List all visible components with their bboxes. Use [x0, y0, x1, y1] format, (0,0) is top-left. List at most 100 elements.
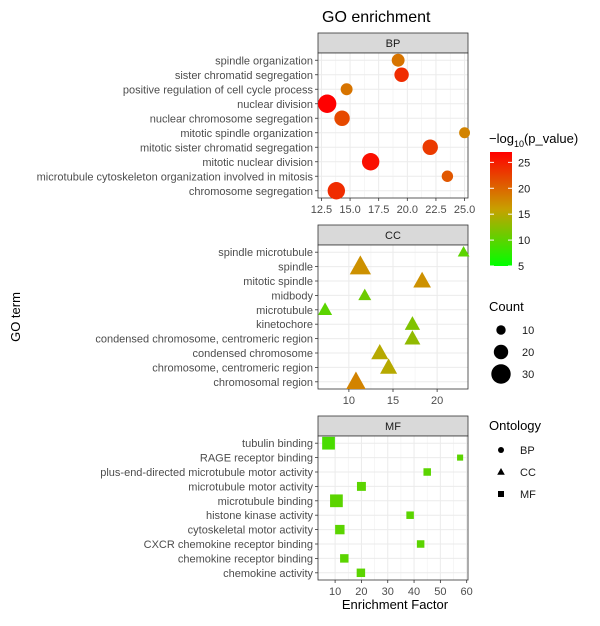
y-tick-label: chromosome, centromeric region: [152, 362, 313, 374]
data-point-square: [330, 494, 343, 508]
data-point-square: [340, 554, 349, 563]
data-point-circle: [441, 170, 454, 182]
size-legend-label: 20: [522, 347, 534, 359]
data-point-circle: [361, 153, 380, 171]
data-point-triangle: [349, 255, 371, 275]
color-legend-label: 10: [518, 235, 530, 247]
y-tick-label: mitotic spindle organization: [180, 128, 313, 140]
facet-strip-label: BP: [386, 38, 401, 50]
y-tick-label: mitotic sister chromatid segregation: [140, 142, 313, 154]
color-legend-bar: [490, 152, 512, 266]
x-tick-label: 40: [408, 586, 420, 598]
y-tick-label: condensed chromosome: [193, 348, 313, 360]
x-tick-label: 20: [431, 395, 443, 407]
y-tick-label: mitotic nuclear division: [202, 157, 313, 169]
y-tick-label: chromosome segregation: [189, 186, 313, 198]
data-point-square: [423, 468, 431, 476]
data-point-triangle: [371, 344, 389, 360]
x-tick-label: 30: [382, 586, 394, 598]
color-legend-label: 25: [518, 157, 530, 169]
shape-legend-title: Ontology: [489, 418, 542, 433]
y-tick-label: chromosomal region: [213, 377, 313, 389]
y-tick-label: nuclear division: [237, 99, 313, 111]
x-tick-label: 15.0: [339, 204, 360, 216]
data-point-square: [406, 511, 414, 519]
x-tick-label: 15: [387, 395, 399, 407]
color-legend-label: 5: [518, 261, 524, 273]
y-axis-title: GO term: [8, 292, 23, 342]
data-point-circle: [327, 182, 346, 200]
x-tick-label: 12.5: [311, 204, 332, 216]
y-tick-label: microtubule binding: [218, 496, 313, 508]
size-legend-title: Count: [489, 299, 524, 314]
y-tick-label: spindle organization: [215, 55, 313, 67]
size-legend-key: [491, 364, 511, 384]
data-point-triangle: [404, 330, 421, 345]
x-tick-label: 50: [434, 586, 446, 598]
facet-panels: BP chromosome segregation microtubule cyto…: [37, 32, 475, 598]
panel-cc: CC chromosomal region chromosome, centrome…: [95, 224, 470, 407]
y-tick-label: plus-end-directed microtubule motor acti…: [100, 467, 313, 479]
color-legend-label: 15: [518, 209, 530, 221]
shape-legend-label: MF: [520, 489, 536, 501]
x-axis-title: Enrichment Factor: [342, 597, 449, 612]
y-tick-label: tubulin binding: [242, 438, 313, 450]
y-tick-label: spindle microtubule: [218, 247, 313, 259]
data-point-circle: [391, 53, 405, 67]
data-point-square: [322, 436, 335, 450]
data-point-triangle: [404, 316, 421, 330]
y-tick-label: condensed chromosome, centromeric region: [95, 334, 313, 346]
x-tick-label: 22.5: [425, 204, 446, 216]
size-legend: Count 10 20 30: [489, 299, 534, 384]
x-tick-label: 17.5: [368, 204, 389, 216]
y-tick-label: spindle: [278, 262, 313, 274]
y-tick-label: sister chromatid segregation: [175, 70, 313, 82]
data-point-triangle: [380, 358, 398, 374]
y-tick-label: cytoskeletal motor activity: [188, 525, 314, 537]
data-point-square: [416, 540, 425, 548]
data-point-square: [356, 568, 366, 578]
data-point-circle: [422, 139, 438, 155]
x-tick-label: 20.0: [397, 204, 418, 216]
y-tick-label: kinetochore: [256, 319, 313, 331]
size-legend-key: [493, 344, 509, 360]
shape-legend-square-key: [498, 491, 504, 497]
size-legend-label: 30: [522, 369, 534, 381]
y-tick-label: chemokine activity: [223, 568, 313, 580]
shape-legend-circle-key: [498, 447, 504, 453]
y-tick-label: microtubule cytoskeleton organization in…: [37, 171, 314, 183]
x-tick-label: 25.0: [454, 204, 475, 216]
y-tick-label: CXCR chemokine receptor binding: [144, 539, 313, 551]
size-legend-label: 10: [522, 325, 534, 337]
y-tick-label: microtubule motor activity: [188, 481, 313, 493]
y-tick-label: nuclear chromosome segregation: [150, 113, 313, 125]
shape-legend-label: BP: [520, 445, 535, 457]
data-point-square: [335, 524, 345, 535]
color-legend-title: −log10(p_value): [489, 131, 578, 149]
color-legend-title-subscript: 10: [514, 139, 524, 149]
data-point-triangle: [413, 271, 431, 288]
x-tick-label: 10: [343, 395, 355, 407]
color-legend-title-suffix: (p_value): [524, 131, 578, 146]
y-tick-label: chemokine receptor binding: [178, 553, 313, 565]
data-point-triangle: [358, 288, 372, 301]
data-point-triangle: [346, 371, 366, 389]
data-point-circle: [394, 67, 409, 82]
x-tick-label: 60: [461, 586, 473, 598]
panel-border: [317, 52, 469, 199]
chart-title: GO enrichment: [322, 9, 431, 26]
data-point-triangle: [317, 302, 333, 316]
y-tick-label: mitotic spindle: [243, 276, 313, 288]
x-tick-label: 20: [355, 586, 367, 598]
panel-bp: BP chromosome segregation microtubule cyto…: [37, 32, 475, 216]
y-tick-label: positive regulation of cell cycle proces…: [123, 84, 314, 96]
legends: −log10(p_value) 5 10 15 20 25 Count 10 20 30 Ontol…: [489, 131, 578, 501]
data-point-triangle: [457, 246, 470, 257]
panel-border: [317, 435, 469, 581]
color-legend: −log10(p_value) 5 10 15 20 25: [489, 131, 578, 273]
facet-strip-label: MF: [385, 421, 401, 433]
data-point-circle: [340, 83, 353, 96]
data-point-circle: [317, 94, 337, 113]
size-legend-key: [496, 325, 506, 335]
